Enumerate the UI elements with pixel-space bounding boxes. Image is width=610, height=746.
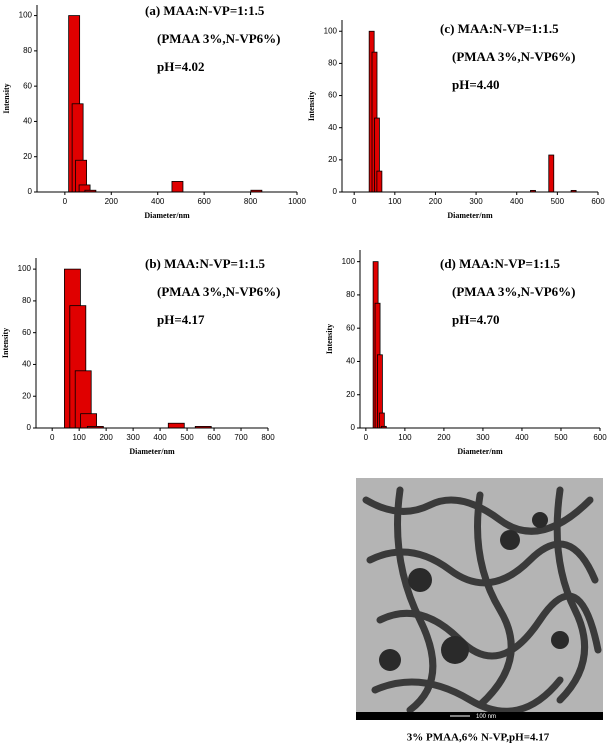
y-axis-label: Intensity <box>1 328 10 358</box>
bar <box>548 154 555 193</box>
tem-image: 100 nm <box>356 478 603 720</box>
y-tick-label: 100 <box>19 11 33 20</box>
x-tick-label: 800 <box>261 433 275 442</box>
x-tick-label: 600 <box>207 433 221 442</box>
x-tick-label: 0 <box>352 197 357 206</box>
x-tick-label: 200 <box>99 433 113 442</box>
y-tick-label: 100 <box>18 264 32 273</box>
image-caption: 3% PMAA,6% N-VP,pH=4.17 <box>407 732 550 744</box>
x-tick-label: 600 <box>593 433 607 442</box>
x-tick-label: 100 <box>398 433 412 442</box>
y-axis-label: Intensity <box>2 83 11 113</box>
annotation: (PMAA 3%,N-VP6%) <box>157 31 280 46</box>
annotation: pH=4.70 <box>452 312 500 327</box>
x-tick-label: 200 <box>437 433 451 442</box>
x-tick-label: 300 <box>126 433 140 442</box>
y-tick-label: 40 <box>328 123 337 132</box>
y-tick-label: 0 <box>351 423 356 432</box>
y-tick-label: 40 <box>23 117 32 126</box>
x-tick-label: 100 <box>72 433 86 442</box>
x-tick-label: 600 <box>197 197 211 206</box>
bar <box>378 412 385 429</box>
bar <box>376 170 383 193</box>
scale-label: 100 nm <box>476 714 496 720</box>
x-tick-label: 0 <box>50 433 55 442</box>
y-tick-label: 100 <box>324 26 338 35</box>
x-tick-label: 100 <box>388 197 402 206</box>
x-axis-label: Diameter/nm <box>457 447 503 456</box>
annotation: pH=4.40 <box>452 77 500 92</box>
y-tick-label: 40 <box>22 360 31 369</box>
x-axis-label: Diameter/nm <box>144 211 190 220</box>
annotation: pH=4.17 <box>157 312 205 327</box>
x-tick-label: 800 <box>244 197 258 206</box>
y-tick-label: 80 <box>346 290 355 299</box>
y-tick-label: 80 <box>328 59 337 68</box>
x-tick-label: 400 <box>510 197 524 206</box>
annotation: (a) MAA:N-VP=1:1.5 <box>145 3 265 18</box>
x-tick-label: 700 <box>234 433 248 442</box>
x-axis-label: Diameter/nm <box>447 211 493 220</box>
x-tick-label: 600 <box>591 197 605 206</box>
x-tick-label: 500 <box>551 197 565 206</box>
x-tick-label: 400 <box>151 197 165 206</box>
y-tick-label: 80 <box>23 46 32 55</box>
x-tick-label: 400 <box>153 433 167 442</box>
x-tick-label: 300 <box>469 197 483 206</box>
annotation: (c) MAA:N-VP=1:1.5 <box>440 21 559 36</box>
annotation: (PMAA 3%,N-VP6%) <box>452 49 575 64</box>
annotation: (PMAA 3%,N-VP6%) <box>157 284 280 299</box>
x-tick-label: 0 <box>63 197 68 206</box>
image-particles <box>379 512 569 671</box>
x-tick-label: 200 <box>429 197 443 206</box>
bar <box>80 413 98 429</box>
x-tick-label: 500 <box>180 433 194 442</box>
y-tick-label: 60 <box>328 91 337 100</box>
y-tick-label: 100 <box>342 257 356 266</box>
x-tick-label: 300 <box>476 433 490 442</box>
y-tick-label: 0 <box>333 187 338 196</box>
y-axis-label: Intensity <box>307 91 316 121</box>
y-tick-label: 40 <box>346 357 355 366</box>
annotation: pH=4.02 <box>157 59 205 74</box>
y-tick-label: 60 <box>22 328 31 337</box>
x-tick-label: 200 <box>105 197 119 206</box>
y-tick-label: 20 <box>23 152 32 161</box>
y-tick-label: 0 <box>28 187 33 196</box>
x-tick-label: 1000 <box>288 197 306 206</box>
bar <box>171 181 184 193</box>
image-network <box>362 486 602 715</box>
x-tick-label: 500 <box>554 433 568 442</box>
x-tick-label: 0 <box>364 433 369 442</box>
scale-strip <box>356 712 603 720</box>
annotation: (b) MAA:N-VP=1:1.5 <box>145 256 266 271</box>
y-tick-label: 60 <box>23 81 32 90</box>
x-axis-label: Diameter/nm <box>129 447 175 456</box>
x-tick-label: 400 <box>515 433 529 442</box>
annotation: (d) MAA:N-VP=1:1.5 <box>440 256 561 271</box>
y-tick-label: 60 <box>346 323 355 332</box>
y-tick-label: 20 <box>22 391 31 400</box>
y-tick-label: 20 <box>346 390 355 399</box>
y-tick-label: 80 <box>22 296 31 305</box>
y-axis-label: Intensity <box>325 324 334 354</box>
y-tick-label: 0 <box>27 423 32 432</box>
bar <box>167 422 185 429</box>
annotation: (PMAA 3%,N-VP6%) <box>452 284 575 299</box>
y-tick-label: 20 <box>328 155 337 164</box>
